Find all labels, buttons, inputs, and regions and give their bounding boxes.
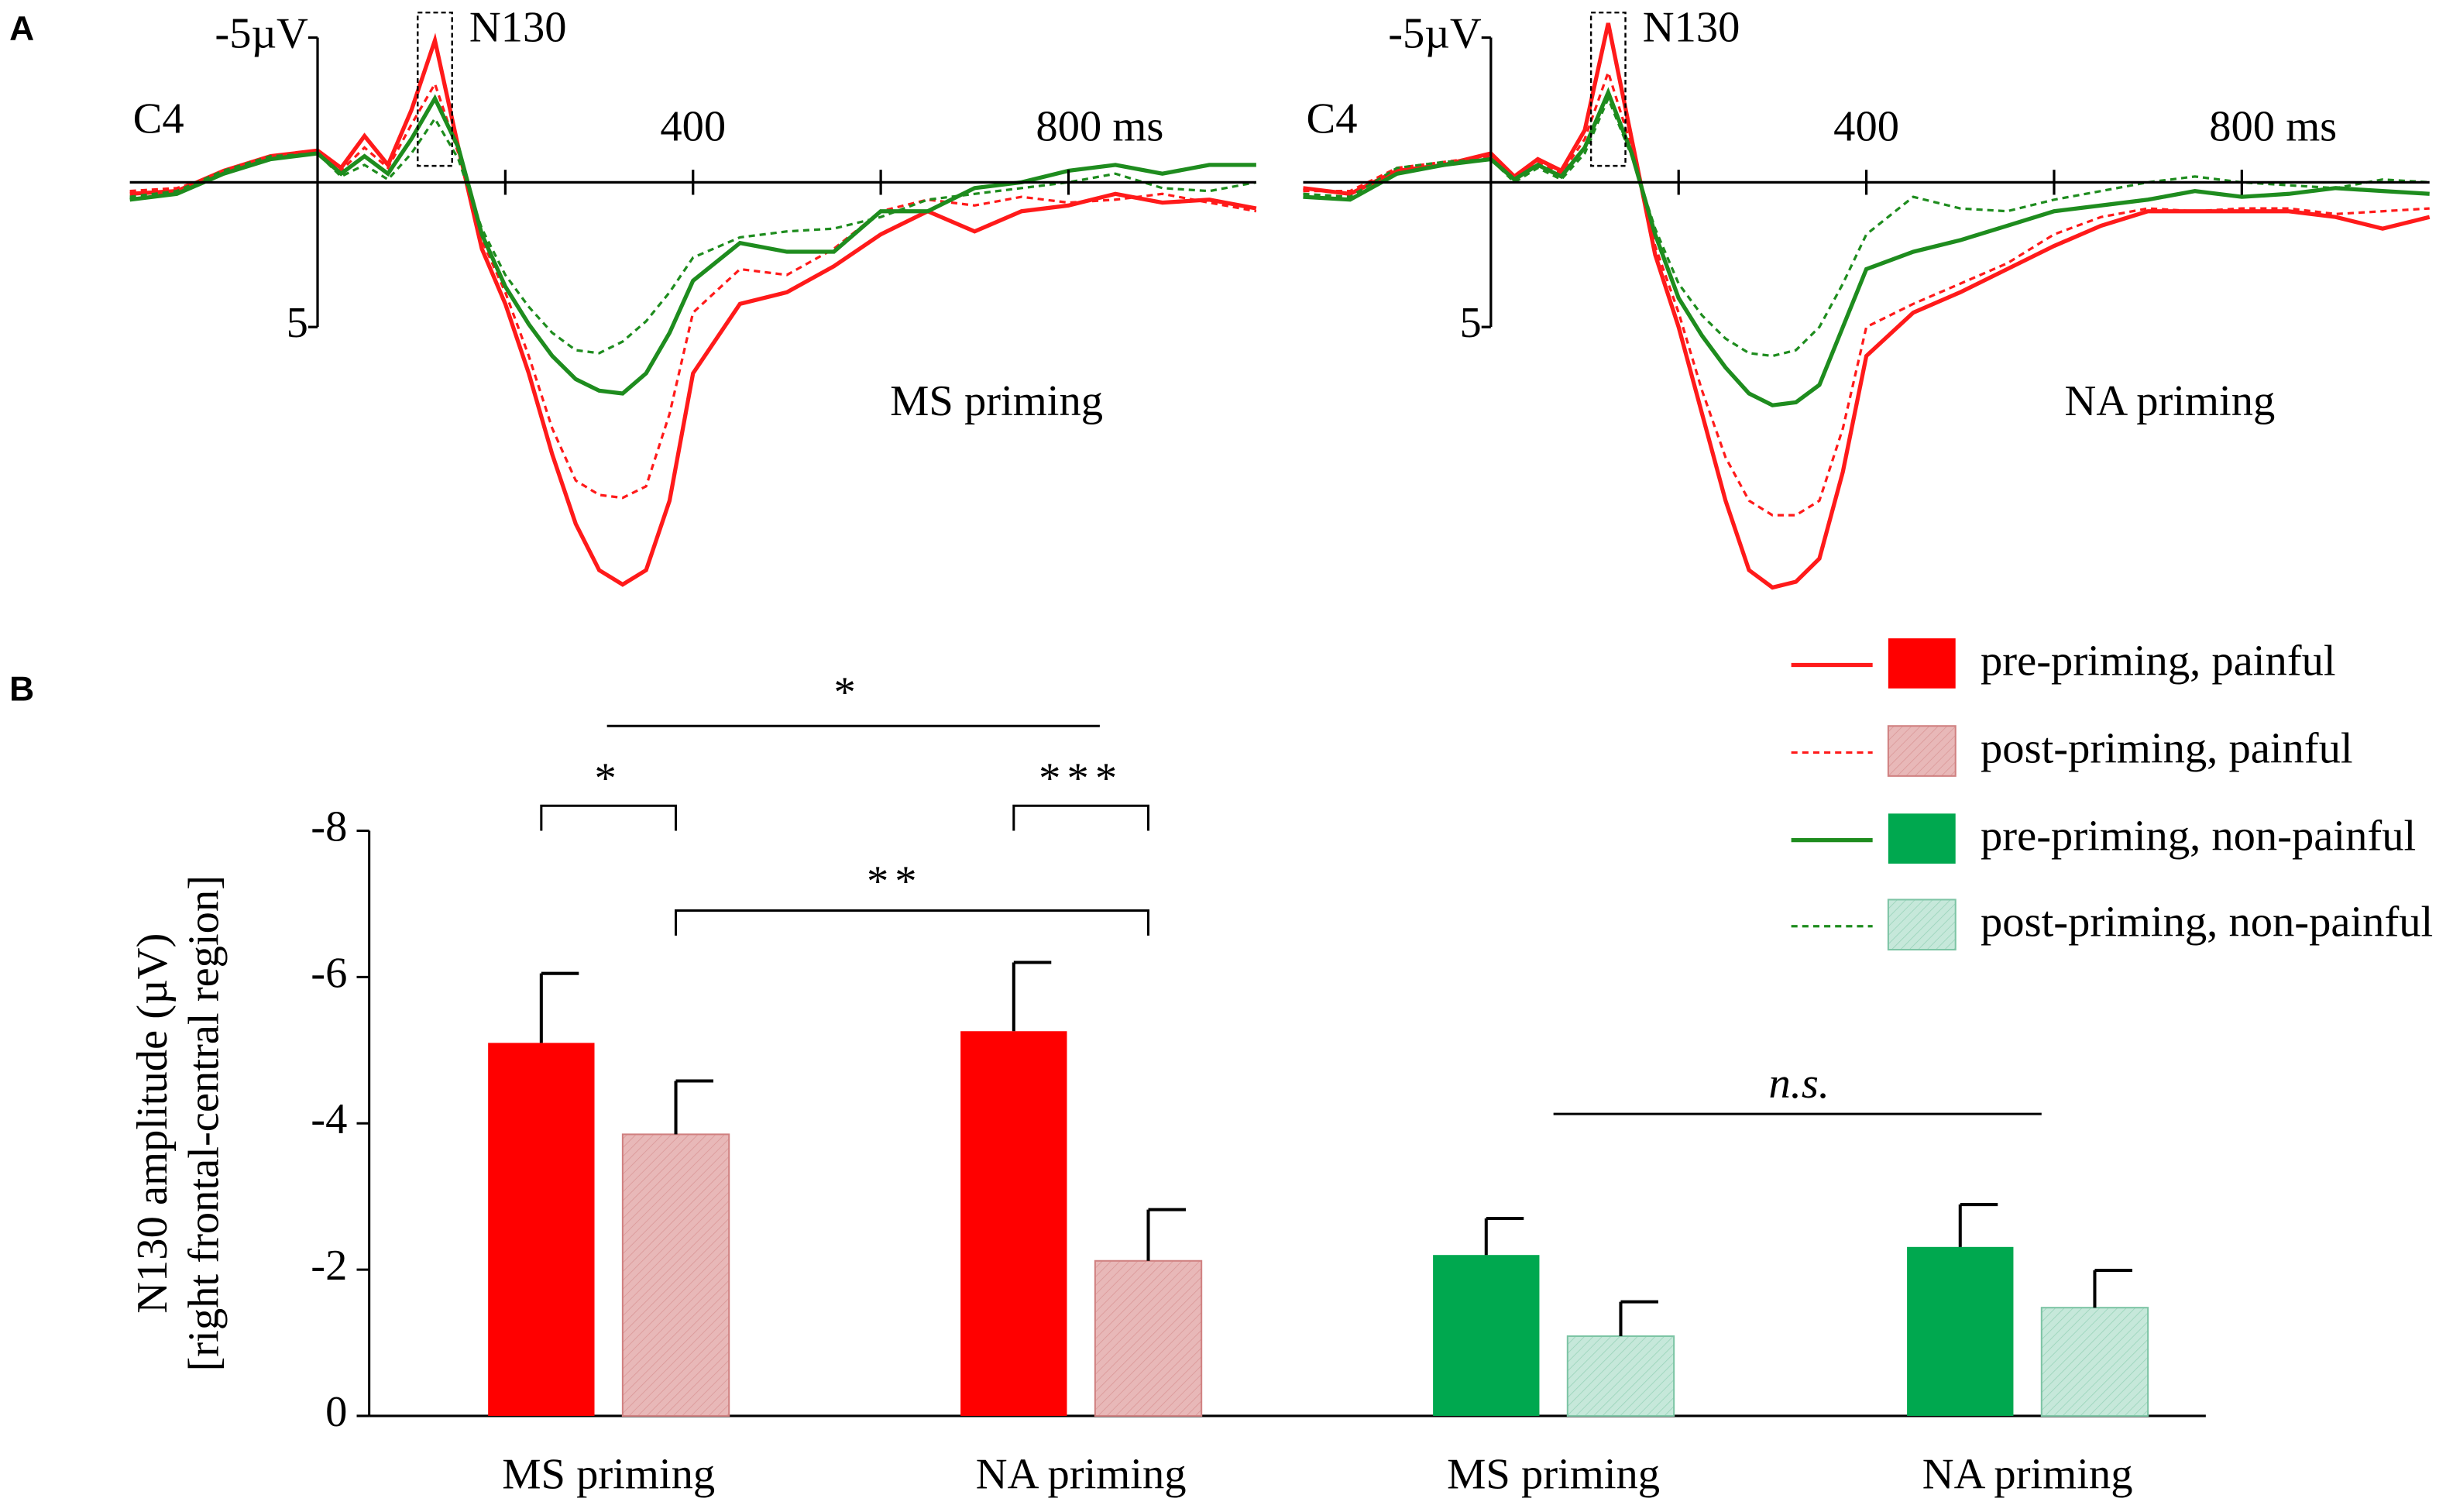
y-tick-label: 5	[1459, 299, 1481, 347]
y-tick-label: -6	[311, 949, 347, 997]
error-bar	[2093, 1269, 2132, 1308]
legend-swatch	[1888, 638, 1956, 689]
error-bar	[1012, 960, 1052, 1032]
peak-box	[1589, 11, 1627, 167]
channel-label: C4	[1307, 95, 1358, 143]
bar	[2040, 1307, 2149, 1417]
channel-label: C4	[133, 95, 184, 143]
x-tick-label: MS priming	[502, 1451, 715, 1499]
erp-line	[129, 94, 1256, 396]
x-tick-label: MS priming	[1447, 1451, 1660, 1499]
error-bar	[539, 971, 579, 1043]
peak-label: N130	[1643, 3, 1740, 51]
bar	[1907, 1246, 2014, 1416]
legend-swatch	[1887, 725, 1957, 777]
legend-label: post-priming, painful	[1981, 725, 2353, 773]
bar	[960, 1031, 1067, 1416]
bar	[488, 1043, 595, 1416]
error-bar	[1619, 1300, 1658, 1337]
x-tick-label: NA priming	[976, 1451, 1187, 1499]
x-tick-label: 400	[660, 103, 726, 151]
significance-label: n.s.	[1768, 1060, 1829, 1108]
y-tick-label: -5µV	[215, 10, 308, 58]
significance-label: *	[834, 668, 856, 716]
y-axis-label: N130 amplitude (µV)	[129, 933, 177, 1314]
y-tick-label: -8	[311, 803, 347, 851]
erp-line	[1303, 87, 2430, 407]
error-bar	[1484, 1216, 1524, 1256]
erp-line	[1303, 68, 2430, 517]
legend-label: pre-priming, non-painful	[1981, 813, 2416, 861]
legend-label: pre-priming, painful	[1981, 637, 2336, 685]
bar	[621, 1133, 730, 1417]
legend-label: post-priming, non-painful	[1981, 899, 2433, 947]
y-tick-label: 0	[325, 1388, 347, 1436]
peak-label: N130	[469, 3, 567, 51]
y-tick-label: -2	[311, 1242, 347, 1290]
bar	[1094, 1259, 1203, 1417]
x-tick-label: NA priming	[1922, 1451, 2133, 1499]
significance-label: ***	[1039, 754, 1123, 802]
x-tick-label: 800 ms	[1036, 103, 1163, 151]
error-bar	[1958, 1203, 1998, 1247]
y-tick-label: -4	[311, 1095, 347, 1143]
x-tick-label: 400	[1833, 103, 1899, 151]
condition-label: NA priming	[2065, 377, 2276, 425]
legend-swatch	[1887, 899, 1957, 951]
panel-label: A	[9, 10, 34, 48]
erp-line	[129, 116, 1257, 355]
erp-line	[129, 81, 1257, 500]
condition-label: MS priming	[890, 377, 1103, 425]
significance-brackets	[540, 724, 2042, 1115]
y-axis-label: [right frontal-central region]	[180, 875, 228, 1372]
bar	[1566, 1335, 1675, 1417]
error-bar	[674, 1079, 714, 1135]
panel-label: B	[9, 671, 34, 709]
legend-swatch	[1888, 813, 1956, 864]
significance-label: *	[595, 754, 617, 802]
y-tick-label: -5µV	[1388, 10, 1482, 58]
error-bar	[1146, 1208, 1186, 1261]
peak-box	[417, 11, 453, 167]
y-tick-label: 5	[287, 299, 308, 347]
bar	[1433, 1255, 1540, 1416]
erp-line	[129, 33, 1257, 587]
significance-label: **	[867, 857, 923, 905]
x-tick-label: 800 ms	[2209, 103, 2337, 151]
